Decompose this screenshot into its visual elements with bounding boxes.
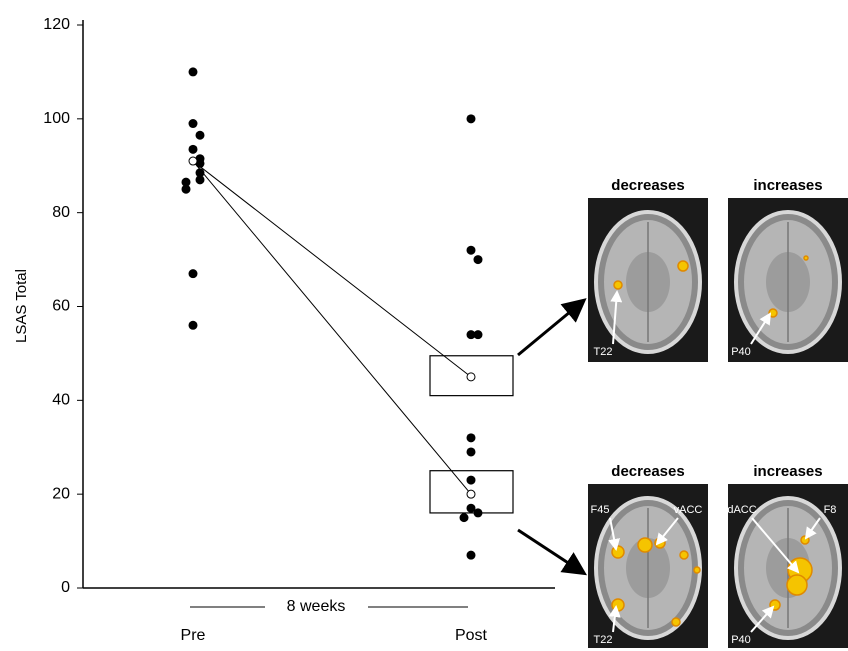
activation (678, 261, 688, 271)
data-point (460, 513, 469, 522)
y-tick-label: 80 (52, 204, 70, 221)
activation (787, 575, 807, 595)
annotation: vACC (674, 504, 703, 516)
annotation: T22 (594, 634, 613, 646)
data-point (189, 119, 198, 128)
data-point (189, 269, 198, 278)
x-tick-label: Post (455, 627, 488, 644)
activation (672, 618, 680, 626)
data-point (474, 255, 483, 264)
y-tick-label: 20 (52, 485, 70, 502)
annotation: T22 (594, 346, 613, 358)
data-point (182, 185, 191, 194)
activation (680, 551, 688, 559)
mean-line (193, 161, 471, 377)
panel-title: increases (753, 463, 822, 480)
data-point (196, 175, 205, 184)
y-tick-label: 60 (52, 298, 70, 315)
y-tick-label: 100 (43, 110, 70, 127)
arrow (518, 530, 582, 572)
activation (769, 309, 777, 317)
annotation: F45 (591, 504, 610, 516)
panel-title: decreases (611, 177, 684, 194)
activation (638, 538, 652, 552)
data-point (196, 131, 205, 140)
panel-title: increases (753, 177, 822, 194)
arrow (518, 302, 582, 355)
annotation: P40 (731, 634, 751, 646)
mean-point (467, 490, 475, 498)
activation (614, 281, 622, 289)
data-point (467, 433, 476, 442)
activation (612, 546, 624, 558)
annotation: F8 (824, 504, 837, 516)
data-point (467, 551, 476, 560)
mean-point (189, 157, 197, 165)
y-tick-label: 120 (43, 16, 70, 33)
activation (804, 256, 808, 260)
data-point (467, 447, 476, 456)
y-tick-label: 40 (52, 392, 70, 409)
activation (694, 567, 700, 573)
panel-title: decreases (611, 463, 684, 480)
activation (801, 536, 809, 544)
mean-line (193, 161, 471, 494)
activation (612, 599, 624, 611)
figure: LSAS Total 8 weeks 0 20 40 60 80 100 120 Pre Pos… (0, 0, 848, 651)
mean-point (467, 373, 475, 381)
x-axis-label: 8 weeks (287, 598, 346, 615)
data-point (474, 330, 483, 339)
annotation: P40 (731, 346, 751, 358)
data-point (189, 321, 198, 330)
data-point (189, 145, 198, 154)
x-tick-label: Pre (181, 627, 206, 644)
data-point (467, 476, 476, 485)
y-tick-label: 0 (61, 579, 70, 596)
y-axis-label: LSAS Total (13, 269, 30, 343)
data-point (467, 246, 476, 255)
annotation: dACC (727, 504, 756, 516)
data-point (467, 114, 476, 123)
data-point (189, 67, 198, 76)
